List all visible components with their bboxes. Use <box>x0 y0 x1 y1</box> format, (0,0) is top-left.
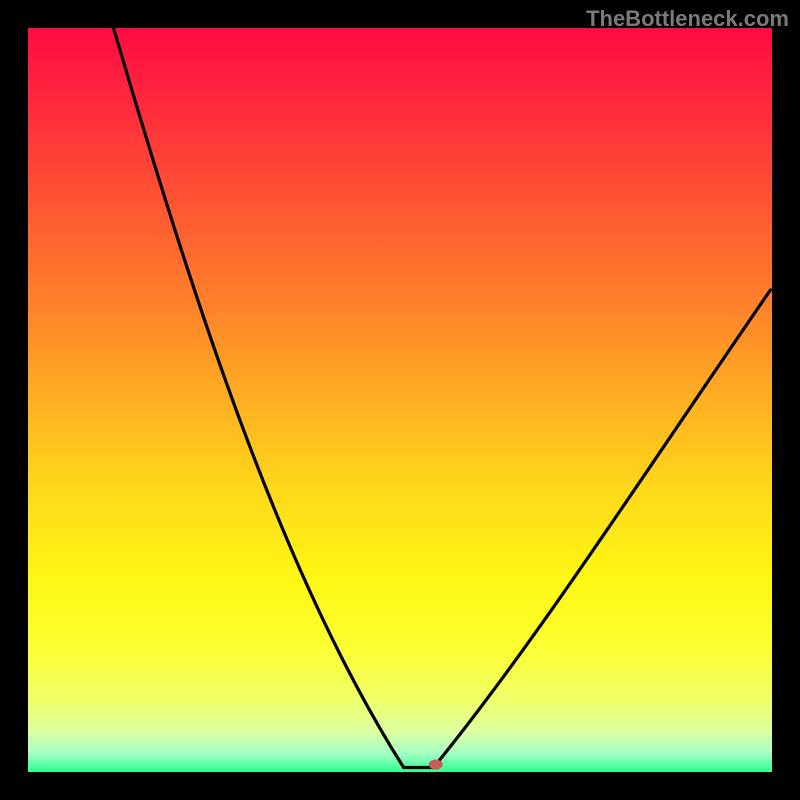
watermark-text: TheBottleneck.com <box>586 6 789 32</box>
gradient-background <box>28 28 772 772</box>
optimum-marker <box>429 760 443 770</box>
chart-frame <box>28 28 772 772</box>
bottleneck-chart <box>28 28 772 772</box>
